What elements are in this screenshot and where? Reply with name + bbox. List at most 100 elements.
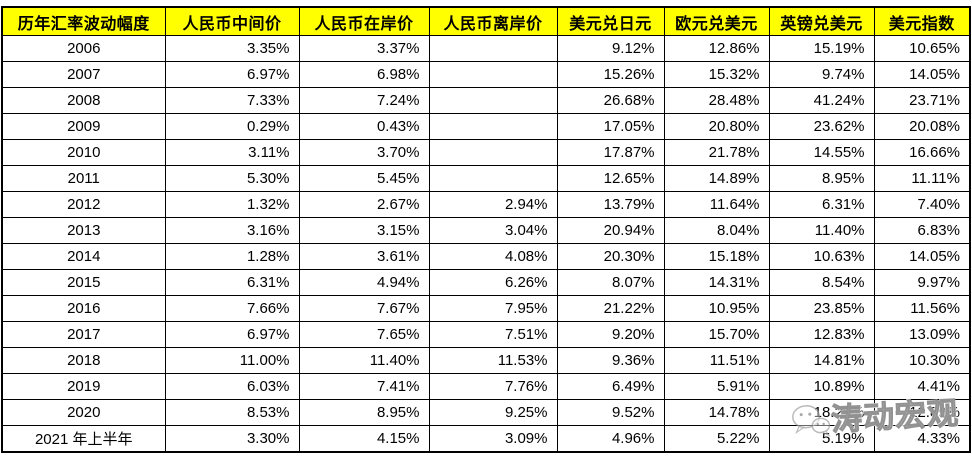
value-cell: 8.53%	[164, 399, 300, 426]
value-cell: 8.04%	[663, 217, 770, 244]
year-cell: 2013	[1, 217, 166, 244]
value-cell: 11.40%	[298, 347, 430, 374]
value-cell: 9.97%	[873, 269, 971, 296]
table-row: 2020 8.53% 8.95% 9.25% 9.52% 14.78% 18.25% 12.8…	[1, 399, 971, 426]
value-cell: 14.55%	[768, 139, 875, 166]
value-cell: 7.67%	[298, 295, 430, 322]
value-cell: 3.09%	[428, 425, 558, 453]
value-cell: 4.08%	[428, 243, 558, 270]
year-cell: 2007	[1, 61, 166, 88]
year-cell: 2019	[1, 373, 166, 400]
value-cell	[428, 139, 558, 166]
value-cell: 5.91%	[663, 373, 770, 400]
value-cell: 3.04%	[428, 217, 558, 244]
value-cell: 3.30%	[164, 425, 300, 453]
value-cell: 26.68%	[556, 87, 665, 114]
header-cell-usdjpy: 美元兑日元	[556, 6, 665, 36]
value-cell	[428, 61, 558, 88]
table-body: 2006 3.35% 3.37% 9.12% 12.86% 15.19% 10.65% 200…	[1, 35, 971, 453]
value-cell: 21.22%	[556, 295, 665, 322]
value-cell: 4.33%	[873, 425, 971, 453]
header-cell-gbpusd: 英镑兑美元	[768, 6, 875, 36]
value-cell: 12.83%	[768, 321, 875, 348]
value-cell: 9.36%	[556, 347, 665, 374]
value-cell: 11.56%	[873, 295, 971, 322]
value-cell: 20.30%	[556, 243, 665, 270]
value-cell: 4.15%	[298, 425, 430, 453]
value-cell: 4.96%	[556, 425, 665, 453]
value-cell: 14.78%	[663, 399, 770, 426]
year-cell: 2017	[1, 321, 166, 348]
table-row: 2012 1.32% 2.67% 2.94% 13.79% 11.64% 6.31% 7.40…	[1, 191, 971, 218]
header-cell-cny-midpoint: 人民币中间价	[164, 6, 300, 36]
value-cell: 6.49%	[556, 373, 665, 400]
value-cell: 2.94%	[428, 191, 558, 218]
value-cell: 15.70%	[663, 321, 770, 348]
table-row: 2018 11.00% 11.40% 11.53% 9.36% 11.51% 14.81% 1…	[1, 347, 971, 374]
value-cell: 9.12%	[556, 35, 665, 62]
value-cell: 0.43%	[298, 113, 430, 140]
value-cell: 14.05%	[873, 243, 971, 270]
value-cell: 12.86%	[663, 35, 770, 62]
value-cell: 11.11%	[873, 165, 971, 192]
year-cell: 2015	[1, 269, 166, 296]
value-cell	[428, 87, 558, 114]
value-cell: 3.16%	[164, 217, 300, 244]
value-cell: 8.95%	[768, 165, 875, 192]
value-cell: 11.53%	[428, 347, 558, 374]
value-cell: 0.29%	[164, 113, 300, 140]
value-cell: 3.61%	[298, 243, 430, 270]
value-cell: 3.35%	[164, 35, 300, 62]
header-row: 历年汇率波动幅度 人民币中间价 人民币在岸价 人民币离岸价 美元兑日元 欧元兑美…	[1, 6, 971, 36]
header-cell-usd-index: 美元指数	[873, 6, 971, 36]
value-cell	[428, 35, 558, 62]
value-cell: 5.30%	[164, 165, 300, 192]
year-cell: 2009	[1, 113, 166, 140]
value-cell: 9.25%	[428, 399, 558, 426]
table-row: 2008 7.33% 7.24% 26.68% 28.48% 41.24% 23.71%	[1, 87, 971, 114]
value-cell: 20.80%	[663, 113, 770, 140]
year-cell: 2010	[1, 139, 166, 166]
value-cell: 20.08%	[873, 113, 971, 140]
value-cell: 7.24%	[298, 87, 430, 114]
year-cell: 2014	[1, 243, 166, 270]
year-cell: 2008	[1, 87, 166, 114]
value-cell: 6.03%	[164, 373, 300, 400]
value-cell: 15.18%	[663, 243, 770, 270]
table-row: 2007 6.97% 6.98% 15.26% 15.32% 9.74% 14.05%	[1, 61, 971, 88]
value-cell: 18.25%	[768, 399, 875, 426]
value-cell: 8.54%	[768, 269, 875, 296]
value-cell: 12.89%	[873, 399, 971, 426]
value-cell: 13.09%	[873, 321, 971, 348]
value-cell: 3.37%	[298, 35, 430, 62]
value-cell: 17.05%	[556, 113, 665, 140]
value-cell: 8.07%	[556, 269, 665, 296]
value-cell: 6.26%	[428, 269, 558, 296]
value-cell: 1.28%	[164, 243, 300, 270]
value-cell	[428, 113, 558, 140]
table-row: 2014 1.28% 3.61% 4.08% 20.30% 15.18% 10.63% 14.…	[1, 243, 971, 270]
table-row: 2006 3.35% 3.37% 9.12% 12.86% 15.19% 10.65%	[1, 35, 971, 62]
value-cell: 6.97%	[164, 61, 300, 88]
value-cell: 21.78%	[663, 139, 770, 166]
value-cell: 7.40%	[873, 191, 971, 218]
header-cell-eurusd: 欧元兑美元	[663, 6, 770, 36]
exchange-rate-volatility-table: 历年汇率波动幅度 人民币中间价 人民币在岸价 人民币离岸价 美元兑日元 欧元兑美…	[1, 6, 971, 453]
value-cell: 28.48%	[663, 87, 770, 114]
value-cell: 13.79%	[556, 191, 665, 218]
value-cell: 15.26%	[556, 61, 665, 88]
year-cell: 2021 年上半年	[1, 425, 166, 453]
value-cell: 4.94%	[298, 269, 430, 296]
value-cell: 2.67%	[298, 191, 430, 218]
value-cell: 14.81%	[768, 347, 875, 374]
year-cell: 2012	[1, 191, 166, 218]
value-cell: 23.85%	[768, 295, 875, 322]
value-cell: 9.20%	[556, 321, 665, 348]
value-cell: 11.00%	[164, 347, 300, 374]
value-cell: 3.15%	[298, 217, 430, 244]
year-cell: 2018	[1, 347, 166, 374]
year-cell: 2011	[1, 165, 166, 192]
value-cell: 11.51%	[663, 347, 770, 374]
value-cell: 7.51%	[428, 321, 558, 348]
value-cell: 3.70%	[298, 139, 430, 166]
